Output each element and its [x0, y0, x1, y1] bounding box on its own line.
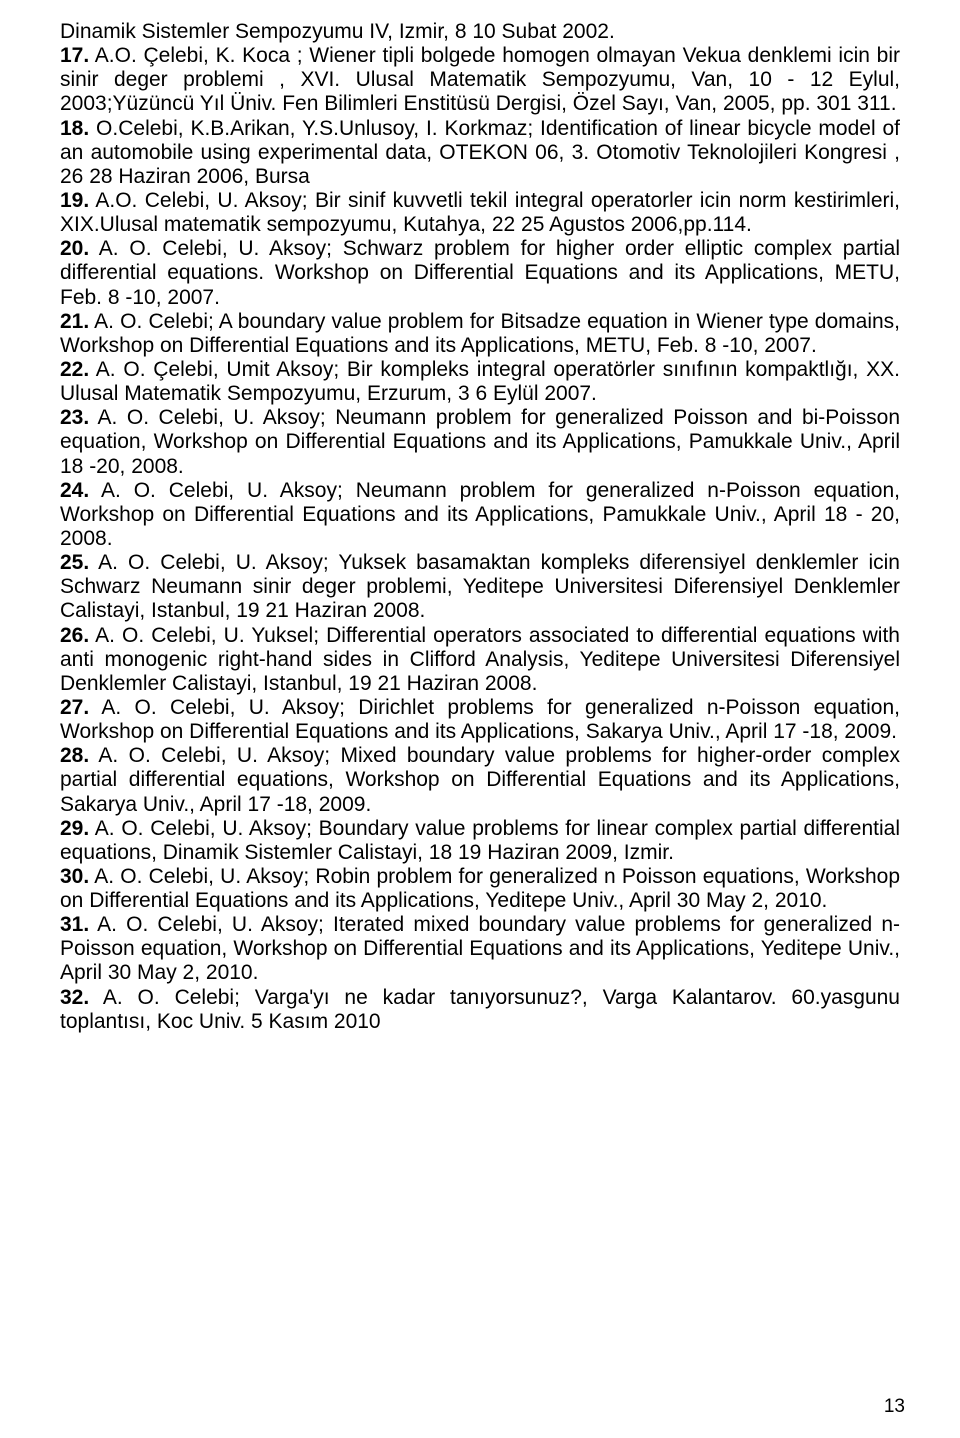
reference-item: 26. A. O. Celebi, U. Yuksel; Differentia…	[60, 624, 900, 696]
reference-item: 19. A.O. Celebi, U. Aksoy; Bir sinif kuv…	[60, 189, 900, 237]
prelude-text: Dinamik Sistemler Sempozyumu IV, Izmir, …	[60, 20, 900, 44]
reference-number: 20.	[60, 237, 89, 260]
reference-list: 17. A.O. Çelebi, K. Koca ; Wiener tipli …	[60, 44, 900, 1034]
reference-text: A. O. Celebi; A boundary value problem f…	[60, 310, 900, 357]
reference-number: 31.	[60, 913, 89, 936]
reference-item: 27. A. O. Celebi, U. Aksoy; Dirichlet pr…	[60, 696, 900, 744]
reference-text: A.O. Çelebi, K. Koca ; Wiener tipli bolg…	[60, 44, 900, 115]
reference-item: 28. A. O. Celebi, U. Aksoy; Mixed bounda…	[60, 744, 900, 816]
reference-number: 27.	[60, 696, 89, 719]
reference-number: 25.	[60, 551, 89, 574]
reference-number: 18.	[60, 117, 89, 140]
reference-item: 24. A. O. Celebi, U. Aksoy; Neumann prob…	[60, 479, 900, 551]
reference-item: 22. A. O. Çelebi, Umit Aksoy; Bir komple…	[60, 358, 900, 406]
reference-number: 17.	[60, 44, 89, 67]
reference-number: 29.	[60, 817, 89, 840]
reference-item: 21. A. O. Celebi; A boundary value probl…	[60, 310, 900, 358]
reference-item: 30. A. O. Celebi, U. Aksoy; Robin proble…	[60, 865, 900, 913]
reference-item: 18. O.Celebi, K.B.Arikan, Y.S.Unlusoy, I…	[60, 117, 900, 189]
reference-item: 25. A. O. Celebi, U. Aksoy; Yuksek basam…	[60, 551, 900, 623]
reference-item: 31. A. O. Celebi, U. Aksoy; Iterated mix…	[60, 913, 900, 985]
reference-text: A. O. Celebi, U. Yuksel; Differential op…	[60, 624, 900, 695]
reference-text: A.O. Celebi, U. Aksoy; Bir sinif kuvvetl…	[60, 189, 900, 236]
reference-item: 20. A. O. Celebi, U. Aksoy; Schwarz prob…	[60, 237, 900, 309]
reference-number: 30.	[60, 865, 89, 888]
reference-text: A. O. Celebi, U. Aksoy; Neumann problem …	[60, 479, 900, 550]
reference-text: A. O. Celebi, U. Aksoy; Yuksek basamakta…	[60, 551, 900, 622]
reference-item: 17. A.O. Çelebi, K. Koca ; Wiener tipli …	[60, 44, 900, 116]
reference-number: 28.	[60, 744, 89, 767]
reference-number: 21.	[60, 310, 89, 333]
reference-text: A. O. Celebi; Varga'yı ne kadar tanıyors…	[60, 986, 900, 1033]
page-number: 13	[884, 1396, 905, 1418]
reference-number: 32.	[60, 986, 89, 1009]
reference-number: 26.	[60, 624, 89, 647]
reference-text: A. O. Çelebi, Umit Aksoy; Bir kompleks i…	[60, 358, 900, 405]
reference-item: 32. A. O. Celebi; Varga'yı ne kadar tanı…	[60, 986, 900, 1034]
reference-item: 29. A. O. Celebi, U. Aksoy; Boundary val…	[60, 817, 900, 865]
reference-number: 19.	[60, 189, 89, 212]
page: Dinamik Sistemler Sempozyumu IV, Izmir, …	[0, 0, 960, 1438]
reference-text: A. O. Celebi, U. Aksoy; Schwarz problem …	[60, 237, 900, 308]
reference-text: A. O. Celebi, U. Aksoy; Neumann problem …	[60, 406, 900, 477]
reference-text: A. O. Celebi, U. Aksoy; Mixed boundary v…	[60, 744, 900, 815]
reference-text: A. O. Celebi, U. Aksoy; Boundary value p…	[60, 817, 900, 864]
reference-number: 24.	[60, 479, 89, 502]
reference-number: 22.	[60, 358, 89, 381]
reference-text: A. O. Celebi, U. Aksoy; Dirichlet proble…	[60, 696, 900, 743]
reference-item: 23. A. O. Celebi, U. Aksoy; Neumann prob…	[60, 406, 900, 478]
reference-text: O.Celebi, K.B.Arikan, Y.S.Unlusoy, I. Ko…	[60, 117, 900, 188]
reference-number: 23.	[60, 406, 89, 429]
reference-text: A. O. Celebi, U. Aksoy; Robin problem fo…	[60, 865, 900, 912]
reference-text: A. O. Celebi, U. Aksoy; Iterated mixed b…	[60, 913, 900, 984]
